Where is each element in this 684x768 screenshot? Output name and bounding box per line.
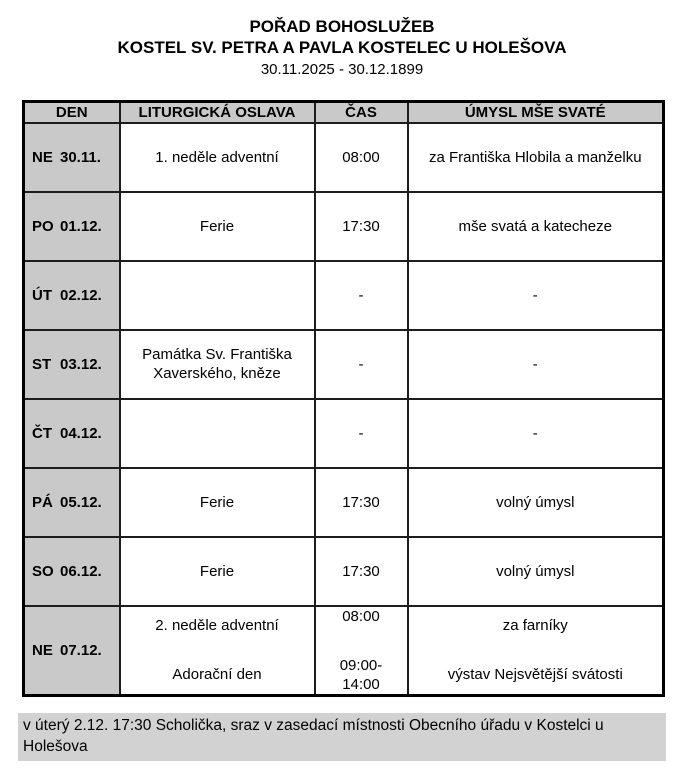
day-date: 07.12. <box>60 641 102 659</box>
day-date: 05.12. <box>60 493 102 511</box>
date-range: 30.11.2025 - 30.12.1899 <box>260 61 424 78</box>
day-cell: PO 01.12. <box>22 190 121 262</box>
intention-text: volný úmysl <box>496 493 575 511</box>
day-cell: NE 30.11. <box>22 121 121 193</box>
celebration-text: Ferie <box>199 562 235 580</box>
time-text: 17:30 <box>342 493 380 511</box>
celebration-cell: Ferie <box>118 466 316 538</box>
table-row: NE 07.12. 2. neděle adventní Adorační den 08… <box>22 604 665 696</box>
table-header-row: DEN LITURGICKÁ OSLAVA ČAS ÚMYSL MŠE SVAT… <box>22 100 665 124</box>
table-row: NE 30.11. 1. neděle adventní 08:00 za Franti… <box>22 121 665 193</box>
day-date: 04.12. <box>60 424 102 442</box>
day-abbr: PÁ <box>32 493 53 511</box>
time-cell: 08:00 <box>313 121 409 193</box>
intention-cell: za Františka Hlobila a manželku <box>406 121 665 193</box>
day-abbr: ÚT <box>32 286 52 304</box>
day-date: 02.12. <box>60 286 102 304</box>
day-abbr: SO <box>32 562 54 580</box>
intention-text: - <box>532 286 538 304</box>
celebration-text: Ferie <box>199 217 235 235</box>
celebration-text: Adorační den <box>172 666 262 683</box>
column-header-liturgicka-oslava: LITURGICKÁ OSLAVA <box>118 100 316 124</box>
table-row: PO 01.12. Ferie 17:30 mše svatá a katecheze <box>22 190 665 262</box>
day-date: 01.12. <box>60 217 102 235</box>
time-text: 17:30 <box>342 562 380 580</box>
day-cell: ČT 04.12. <box>22 397 121 469</box>
intention-text: výstav Nejsvětější svátosti <box>447 666 623 683</box>
day-abbr: PO <box>32 217 54 235</box>
day-abbr: NE <box>32 148 53 166</box>
time-cell: - <box>313 259 409 331</box>
column-header-cas: ČAS <box>313 100 409 124</box>
day-cell: SO 06.12. <box>22 535 121 607</box>
celebration-cell <box>118 397 316 469</box>
page-title: POŘAD BOHOSLUŽEB <box>249 17 435 36</box>
intention-cell: - <box>406 328 665 400</box>
column-header-umysl-mse-svate: ÚMYSL MŠE SVATÉ <box>406 100 665 124</box>
intention-text: - <box>532 424 538 442</box>
intention-cell: mše svatá a katecheze <box>406 190 665 262</box>
intention-text: mše svatá a katecheze <box>458 217 612 235</box>
celebration-cell: Ferie <box>118 190 316 262</box>
celebration-text: 1. neděle adventní <box>155 148 279 166</box>
intention-text: - <box>532 355 538 373</box>
table-row: ÚT 02.12. - - <box>22 259 665 331</box>
time-text: - <box>358 286 364 304</box>
celebration-text: Památka Sv. Františka Xaverského, kněze <box>142 346 292 382</box>
intention-cell: volný úmysl <box>406 466 665 538</box>
day-abbr: NE <box>32 641 53 659</box>
table-row: ST 03.12. Památka Sv. Františka Xaverského… <box>22 328 665 400</box>
time-text: 08:00 <box>342 148 380 166</box>
day-abbr: ČT <box>32 424 52 442</box>
day-date: 30.11. <box>60 148 101 166</box>
table-row: ČT 04.12. - - <box>22 397 665 469</box>
time-cell: - <box>313 397 409 469</box>
intention-text: za Františka Hlobila a manželku <box>428 148 642 166</box>
intention-cell: za farníky výstav Nejsvětější svátosti <box>406 604 665 696</box>
celebration-cell: Památka Sv. Františka Xaverského, kněze <box>118 328 316 400</box>
intention-text: za farníky <box>502 617 568 634</box>
day-cell: PÁ 05.12. <box>22 466 121 538</box>
time-text: 09:00-14:00 <box>339 656 383 693</box>
schedule-body: NE 30.11. 1. neděle adventní 08:00 za Franti… <box>22 121 665 696</box>
celebration-text: 2. neděle adventní <box>155 617 279 634</box>
time-text: - <box>358 424 364 442</box>
intention-cell: - <box>406 259 665 331</box>
table-row: SO 06.12. Ferie 17:30 volný úmysl <box>22 535 665 607</box>
celebration-cell: 1. neděle adventní <box>118 121 316 193</box>
day-cell: ST 03.12. <box>22 328 121 400</box>
celebration-cell <box>118 259 316 331</box>
column-header-den: DEN <box>22 100 121 124</box>
intention-text: volný úmysl <box>496 562 575 580</box>
day-cell: NE 07.12. <box>22 604 121 696</box>
celebration-cell: 2. neděle adventní Adorační den <box>118 604 316 696</box>
day-cell: ÚT 02.12. <box>22 259 121 331</box>
time-text: 08:00 <box>342 607 380 625</box>
time-cell: - <box>313 328 409 400</box>
day-date: 03.12. <box>60 355 102 373</box>
time-cell: 17:30 <box>313 535 409 607</box>
intention-cell: - <box>406 397 665 469</box>
church-name: KOSTEL SV. PETRA A PAVLA KOSTELEC U HOLE… <box>117 38 567 57</box>
document-header: POŘAD BOHOSLUŽEB KOSTEL SV. PETRA A PAVL… <box>0 0 684 80</box>
footer-note: v úterý 2.12. 17:30 Scholička, sraz v za… <box>18 712 666 761</box>
day-date: 06.12. <box>60 562 102 580</box>
celebration-cell: Ferie <box>118 535 316 607</box>
table-row: PÁ 05.12. Ferie 17:30 volný úmysl <box>22 466 665 538</box>
celebration-text: Ferie <box>199 493 235 511</box>
intention-cell: volný úmysl <box>406 535 665 607</box>
time-text: - <box>358 355 364 373</box>
time-cell: 17:30 <box>313 466 409 538</box>
schedule-table: DEN LITURGICKÁ OSLAVA ČAS ÚMYSL MŠE SVAT… <box>22 100 665 697</box>
day-abbr: ST <box>32 355 52 373</box>
time-cell: 08:00 09:00-14:00 <box>313 604 409 696</box>
time-text: 17:30 <box>342 217 380 235</box>
time-cell: 17:30 <box>313 190 409 262</box>
